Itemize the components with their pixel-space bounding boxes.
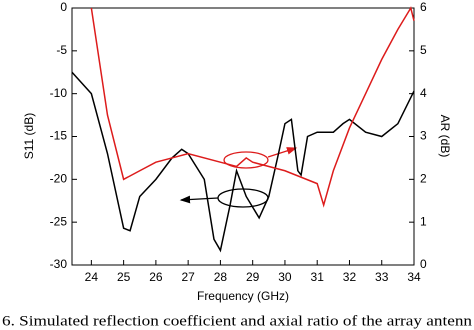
- y-tick-label: -20: [50, 172, 68, 186]
- y-tick-label: -25: [50, 214, 68, 228]
- y-tick-label: -5: [56, 43, 67, 57]
- series-line: [90, 6, 415, 208]
- y-axis-label: S11 (dB): [22, 113, 36, 159]
- annotation-arrow: [179, 195, 219, 204]
- y2-tick-label: 1: [420, 214, 427, 228]
- x-tick-label: 32: [343, 270, 357, 284]
- y2-tick-label: 2: [420, 172, 427, 186]
- x-tick-label: 25: [117, 270, 131, 284]
- y-tick-label: -15: [50, 129, 68, 143]
- x-tick-label: 34: [407, 270, 421, 284]
- x-tick-label: 29: [246, 270, 260, 284]
- x-tick-label: 30: [278, 270, 292, 284]
- y2-tick-label: 0: [420, 257, 427, 271]
- y2-tick-label: 5: [420, 43, 427, 57]
- y-tick-label: -30: [50, 257, 68, 271]
- y2-axis-label: AR (dB): [438, 115, 452, 158]
- x-tick-label: 26: [149, 270, 163, 284]
- annotation-ellipse: [223, 151, 269, 169]
- x-tick-label: 31: [311, 270, 325, 284]
- x-tick-label: 33: [375, 270, 389, 284]
- x-axis-label: Frequency (GHz): [197, 289, 289, 303]
- x-tick-label: 24: [85, 270, 99, 284]
- y-tick-label: -10: [50, 86, 68, 100]
- y2-tick-label: 6: [420, 0, 427, 14]
- x-tick-label: 27: [181, 270, 195, 284]
- caption: 6. Simulated reflection coefficient and …: [2, 313, 473, 329]
- annotation-arrow: [267, 147, 298, 158]
- y-tick-label: 0: [60, 0, 67, 14]
- annotation-ellipse: [217, 188, 269, 208]
- y2-tick-label: 4: [420, 86, 427, 100]
- series-line: [71, 71, 415, 253]
- x-tick-label: 28: [214, 270, 228, 284]
- y2-tick-label: 3: [420, 129, 427, 143]
